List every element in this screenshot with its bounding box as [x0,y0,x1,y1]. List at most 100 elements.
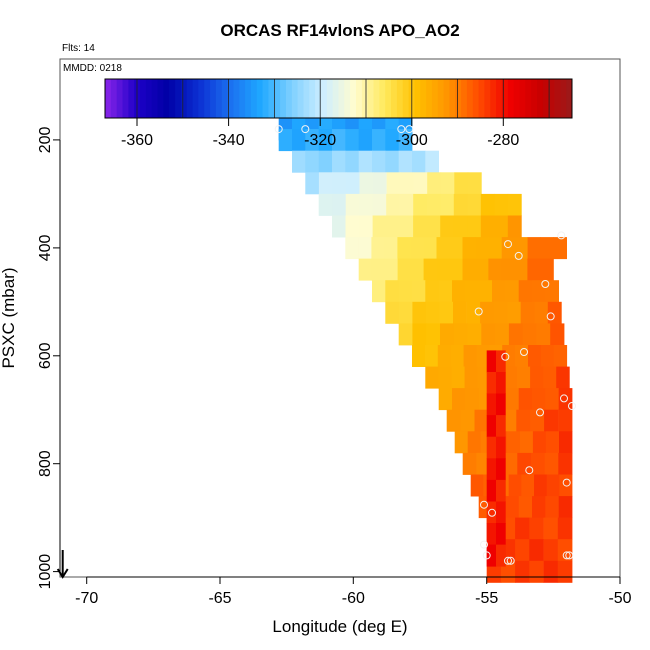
heat-cell [425,366,439,389]
heat-cell [463,345,477,367]
heat-cell [553,345,568,367]
colorbar-segment [186,79,193,118]
colorbar-segment [256,79,264,118]
heat-cell [558,409,573,432]
colorbar-segment [215,79,223,118]
colorbar-ticks: -360 -340 -320 -300 -280 [121,118,519,149]
colorbar-frame [104,78,573,119]
red-core-cell [486,501,497,524]
colorbar-segment [122,79,129,118]
heat-cell [492,280,506,303]
heat-cell [557,517,573,540]
colorbar-segment [449,79,456,118]
heat-cell [359,215,373,238]
y-tick-label: 600 [37,342,54,369]
colorbar-segment [513,79,520,118]
colorbar-segment [169,79,176,118]
heat-cell [501,258,515,281]
heat-cell [398,323,413,346]
heat-cell [438,388,453,411]
heat-cell [503,452,518,475]
heat-cell [332,129,346,152]
heat-cell [488,258,502,281]
red-core-cell [496,436,506,459]
heat-cell [453,215,468,238]
heat-cell [398,301,413,324]
colorbar-segment [391,79,398,118]
heat-cell [345,150,359,173]
heat-cell [332,172,347,195]
heat-cell [545,431,560,454]
heat-cell [400,172,414,195]
colorbar-segment [291,79,299,118]
heat-cell [345,237,359,260]
heat-cell [507,215,522,238]
heat-cell [425,150,439,173]
heat-cell [544,452,559,475]
heat-cell [397,237,411,260]
colorbar-tick-label: -360 [121,132,153,149]
y-axis-label: PSXC (mbar) [0,267,18,368]
heat-cell [318,150,333,173]
colorbar-segment [163,79,170,118]
observation-point [474,307,483,316]
heat-cell [386,172,401,195]
heat-cell [553,237,567,260]
observation-point [405,125,414,134]
heat-cell [397,258,411,281]
chart-title: ORCAS RF14vlonS APO_AO2 [220,21,459,40]
heat-cell [478,280,493,303]
colorbar-segment [157,79,164,118]
heat-cell [372,215,387,238]
heat-cell [465,280,479,303]
observation-point [557,231,566,240]
heat-cell [398,129,413,152]
heat-cell [440,193,455,216]
heat-cell [413,215,427,238]
colorbar-segment [198,79,205,118]
heat-cell [543,366,557,389]
colorbar-segment [420,79,427,118]
colorbar-segment [542,79,550,118]
red-core-cell [486,436,497,459]
heat-cell [385,301,400,324]
colorbar-segment [145,79,153,118]
heat-cell [530,366,544,389]
colorbar-segment [525,79,532,118]
heat-cell [532,388,546,411]
colorbar-segment [309,79,316,118]
x-axis: -70 -65 -60 -55 -50 [75,576,632,607]
observation-point [520,348,528,356]
heat-cell [423,258,437,281]
heat-cell [546,474,560,497]
heat-cell [358,258,373,281]
heat-cell [278,129,293,152]
colorbar-segment [385,79,392,118]
heat-cell [534,301,549,324]
heat-cell [371,237,385,260]
heat-cell [292,129,306,152]
x-axis-label: Longitude (deg E) [272,617,407,636]
heat-cell [398,280,413,303]
colorbar-segment [268,79,275,118]
heat-cell [545,496,559,519]
colorbar-segment [233,79,240,118]
heat-cell [466,301,481,324]
heat-cell [514,237,528,260]
colorbar-segment [245,79,252,118]
heat-cell [438,280,453,303]
observation-point [568,402,576,410]
heat-cell [454,431,469,454]
heat-cell [399,193,414,216]
colorbar-segment [274,79,281,118]
heat-cell [373,172,387,195]
colorbar-segment [443,79,450,118]
heat-cell [532,431,547,454]
heat-cell [475,258,489,281]
x-tick-label: -55 [475,590,498,607]
heat-cell [372,280,386,303]
colorbar-segment [396,79,404,118]
red-core-cell [496,372,506,394]
heat-cell [318,193,333,216]
heat-cell [452,388,466,411]
